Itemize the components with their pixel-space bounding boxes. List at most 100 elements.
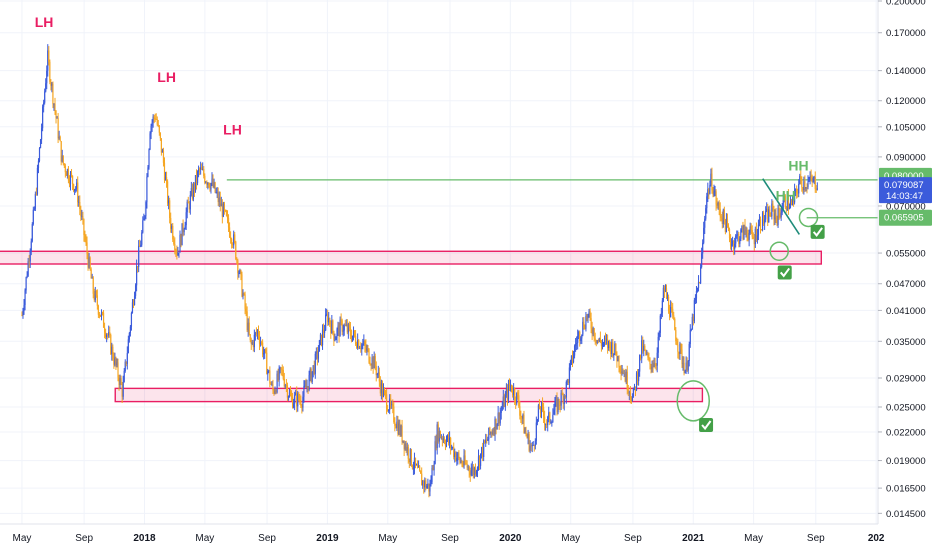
candle-body — [556, 398, 558, 413]
x-tick-label: Sep — [807, 533, 825, 544]
candle-body — [160, 138, 162, 153]
candle-body — [228, 227, 231, 237]
candle-body — [171, 226, 173, 229]
candle-body — [231, 239, 233, 245]
candle-body — [255, 332, 258, 334]
price-label-text: 0.079087 — [884, 180, 924, 191]
candle-body — [68, 180, 71, 185]
candle-body — [236, 258, 238, 261]
candle-body — [642, 340, 644, 352]
candle-body — [613, 353, 615, 356]
candle-body — [702, 242, 704, 254]
candle-body — [719, 208, 721, 217]
candle-body — [71, 175, 74, 185]
candle-body — [815, 189, 817, 190]
candle-body — [682, 362, 684, 365]
candle-body — [220, 203, 222, 207]
candle-body — [403, 440, 405, 450]
candle-body — [566, 379, 568, 382]
candle-body — [136, 266, 138, 286]
candle-body — [31, 224, 33, 242]
candle-body — [338, 325, 340, 337]
candle-body — [551, 422, 553, 423]
candle-body — [768, 209, 770, 223]
candle-body — [567, 379, 569, 383]
candle-body — [770, 215, 772, 217]
candle-body — [129, 326, 132, 333]
candle-body — [761, 212, 764, 230]
candle-body — [188, 203, 190, 210]
candle-body — [45, 83, 47, 92]
candle-body — [744, 225, 746, 231]
candle-body — [144, 215, 146, 219]
candle-body — [570, 355, 573, 361]
candle-body — [286, 385, 289, 398]
candle-body — [39, 139, 42, 149]
candle-body — [114, 357, 116, 365]
candle-body — [493, 431, 495, 435]
y-tick-label: 0.200000 — [886, 0, 926, 8]
candle-body — [321, 329, 324, 346]
candle-body — [64, 165, 66, 173]
y-tick-label: 0.041000 — [886, 306, 926, 317]
candle-body — [388, 409, 390, 412]
candle-body — [643, 345, 645, 352]
candle-body — [721, 217, 723, 224]
candle-body — [621, 371, 623, 374]
candle-body — [146, 176, 148, 203]
candle-body — [603, 338, 606, 343]
candle-body — [267, 370, 269, 375]
candle-body — [312, 365, 314, 372]
candle-body — [127, 339, 129, 354]
trendline[interactable] — [762, 178, 801, 235]
y-tick-label: 0.070000 — [886, 201, 926, 212]
candle-body — [547, 416, 549, 426]
candle-body — [810, 175, 812, 180]
candle-body — [796, 189, 798, 193]
candle-body — [154, 117, 156, 120]
x-tick-label: 2019 — [316, 533, 339, 544]
candle-body — [654, 363, 656, 366]
candle-body — [201, 167, 203, 170]
candle-body — [125, 361, 127, 364]
candle-body — [548, 412, 550, 417]
candle-body — [23, 305, 25, 311]
candle-body — [808, 180, 810, 182]
candle-body — [745, 230, 747, 232]
candle-body — [264, 349, 266, 354]
candle-body — [158, 125, 160, 133]
candle-body — [247, 322, 249, 331]
candle-body — [246, 311, 248, 331]
candle-body — [526, 434, 528, 439]
candle-body — [502, 396, 504, 407]
candle-body — [733, 240, 735, 249]
price-axis[interactable] — [878, 0, 932, 550]
candle-body — [635, 373, 638, 391]
candle-body — [638, 371, 640, 382]
candle-body — [609, 340, 611, 346]
candle-body — [58, 136, 60, 139]
candle-body — [541, 403, 544, 408]
candle-body — [550, 422, 552, 424]
candle-body — [750, 226, 752, 231]
candle-body — [230, 236, 232, 240]
candle-body — [196, 171, 199, 183]
candle-body — [469, 471, 471, 476]
candle-body — [183, 229, 185, 233]
candle-body — [529, 445, 531, 451]
candle-body — [245, 308, 247, 312]
candle-body — [626, 371, 628, 390]
candle-body — [472, 466, 474, 475]
candle-body — [298, 393, 300, 401]
candle-body — [205, 182, 207, 183]
candle-body — [664, 288, 667, 292]
candle-body — [532, 445, 534, 446]
candle-body — [508, 383, 511, 387]
candle-body — [204, 175, 206, 183]
candle-body — [363, 341, 365, 345]
candle-body — [511, 391, 514, 396]
candle-body — [429, 484, 431, 492]
candle-body — [300, 400, 302, 406]
candle-body — [492, 431, 494, 435]
